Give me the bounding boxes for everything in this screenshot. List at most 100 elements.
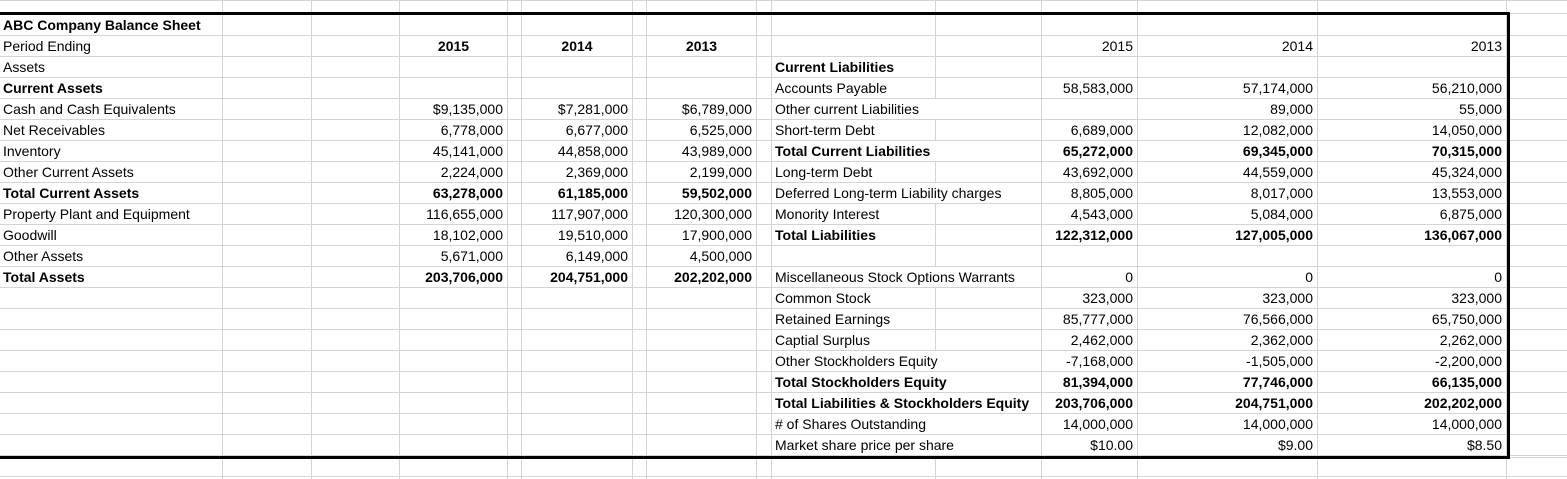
cell-empty[interactable] (223, 288, 312, 309)
cell-value[interactable]: 127,005,000 (1138, 225, 1318, 246)
cell-empty[interactable] (633, 288, 647, 309)
cell-label[interactable]: Other current Liabilities (772, 99, 1042, 120)
cell-label[interactable]: Current Assets (0, 78, 223, 99)
cell-empty[interactable] (772, 36, 936, 57)
cell-empty[interactable] (508, 372, 522, 393)
cell-value[interactable]: 18,102,000 (400, 225, 508, 246)
cell-value[interactable]: 117,907,000 (522, 204, 633, 225)
cell-value[interactable]: 70,315,000 (1318, 141, 1507, 162)
cell-empty[interactable] (936, 225, 1042, 246)
cell-label[interactable]: Property Plant and Equipment (0, 204, 223, 225)
cell-year[interactable]: 2013 (647, 36, 757, 57)
cell-empty[interactable] (633, 15, 647, 36)
cell-empty[interactable] (757, 36, 772, 57)
cell-empty[interactable] (633, 120, 647, 141)
cell-label[interactable]: Net Receivables (0, 120, 223, 141)
cell-empty[interactable] (522, 57, 633, 78)
cell-empty[interactable] (757, 78, 772, 99)
cell-empty[interactable] (223, 246, 312, 267)
cell-empty[interactable] (647, 309, 757, 330)
cell-value[interactable]: 323,000 (1042, 288, 1138, 309)
cell-empty[interactable] (936, 36, 1042, 57)
cell-empty[interactable] (508, 225, 522, 246)
cell-value[interactable]: 202,202,000 (647, 267, 757, 288)
cell-empty[interactable] (0, 435, 223, 456)
cell-empty[interactable] (647, 15, 757, 36)
cell-empty[interactable] (1318, 15, 1507, 36)
cell-empty[interactable] (312, 120, 400, 141)
cell-value[interactable]: 14,000,000 (1318, 414, 1507, 435)
cell-value[interactable]: 6,875,000 (1318, 204, 1507, 225)
cell-empty[interactable] (400, 351, 508, 372)
cell-empty[interactable] (647, 288, 757, 309)
cell-empty[interactable] (522, 309, 633, 330)
cell-value[interactable]: 323,000 (1138, 288, 1318, 309)
cell-empty[interactable] (508, 183, 522, 204)
cell-empty[interactable] (633, 393, 647, 414)
cell-empty[interactable] (400, 372, 508, 393)
cell-empty[interactable] (223, 204, 312, 225)
cell-empty[interactable] (757, 246, 772, 267)
cell-empty[interactable] (312, 435, 400, 456)
cell-empty[interactable] (508, 204, 522, 225)
cell-empty[interactable] (223, 330, 312, 351)
cell-empty[interactable] (1507, 162, 1567, 183)
cell-empty[interactable] (522, 435, 633, 456)
cell-value[interactable]: 14,000,000 (1042, 414, 1138, 435)
cell-empty[interactable] (223, 141, 312, 162)
cell-value[interactable]: 61,185,000 (522, 183, 633, 204)
cell-empty[interactable] (1507, 99, 1567, 120)
cell-value[interactable]: 85,777,000 (1042, 309, 1138, 330)
cell-empty[interactable] (936, 309, 1042, 330)
cell-empty[interactable] (757, 351, 772, 372)
cell-empty[interactable] (508, 435, 522, 456)
cell-empty[interactable] (757, 183, 772, 204)
cell-empty[interactable] (1042, 57, 1138, 78)
cell-empty[interactable] (1042, 15, 1138, 36)
cell-label[interactable]: Other Current Assets (0, 162, 223, 183)
cell-empty[interactable] (0, 414, 223, 435)
cell-empty[interactable] (400, 330, 508, 351)
cell-empty[interactable] (1507, 267, 1567, 288)
cell-value[interactable]: 89,000 (1138, 99, 1318, 120)
cell-empty[interactable] (522, 414, 633, 435)
cell-empty[interactable] (400, 435, 508, 456)
cell-label[interactable]: Short-term Debt (772, 120, 936, 141)
cell-empty[interactable] (936, 57, 1042, 78)
cell-empty[interactable] (1507, 330, 1567, 351)
cell-year[interactable]: 2013 (1318, 36, 1507, 57)
cell-empty[interactable] (312, 183, 400, 204)
cell-empty[interactable] (0, 330, 223, 351)
cell-empty[interactable] (522, 393, 633, 414)
cell-empty[interactable] (312, 309, 400, 330)
cell-label[interactable]: Deferred Long-term Liability charges (772, 183, 1042, 204)
cell-empty[interactable] (1507, 246, 1567, 267)
cell-empty[interactable] (508, 330, 522, 351)
cell-value[interactable]: 0 (1318, 267, 1507, 288)
cell-empty[interactable] (223, 15, 312, 36)
cell-empty[interactable] (936, 330, 1042, 351)
cell-empty[interactable] (508, 309, 522, 330)
cell-empty[interactable] (1138, 246, 1318, 267)
cell-empty[interactable] (1507, 204, 1567, 225)
cell-empty[interactable] (0, 288, 223, 309)
cell-empty[interactable] (936, 78, 1042, 99)
cell-empty[interactable] (508, 99, 522, 120)
cell-empty[interactable] (223, 309, 312, 330)
cell-empty[interactable] (936, 288, 1042, 309)
cell-value[interactable]: -7,168,000 (1042, 351, 1138, 372)
cell-label[interactable]: Accounts Payable (772, 78, 936, 99)
cell-value[interactable]: 13,553,000 (1318, 183, 1507, 204)
cell-value[interactable]: -1,505,000 (1138, 351, 1318, 372)
cell-value[interactable]: 17,900,000 (647, 225, 757, 246)
cell-empty[interactable] (223, 36, 312, 57)
cell-empty[interactable] (647, 330, 757, 351)
cell-empty[interactable] (633, 309, 647, 330)
cell-empty[interactable] (633, 141, 647, 162)
cell-empty[interactable] (1507, 183, 1567, 204)
cell-empty[interactable] (223, 120, 312, 141)
cell-label[interactable]: Market share price per share (772, 435, 1042, 456)
cell-empty[interactable] (1507, 120, 1567, 141)
cell-empty[interactable] (312, 288, 400, 309)
cell-label[interactable]: Inventory (0, 141, 223, 162)
